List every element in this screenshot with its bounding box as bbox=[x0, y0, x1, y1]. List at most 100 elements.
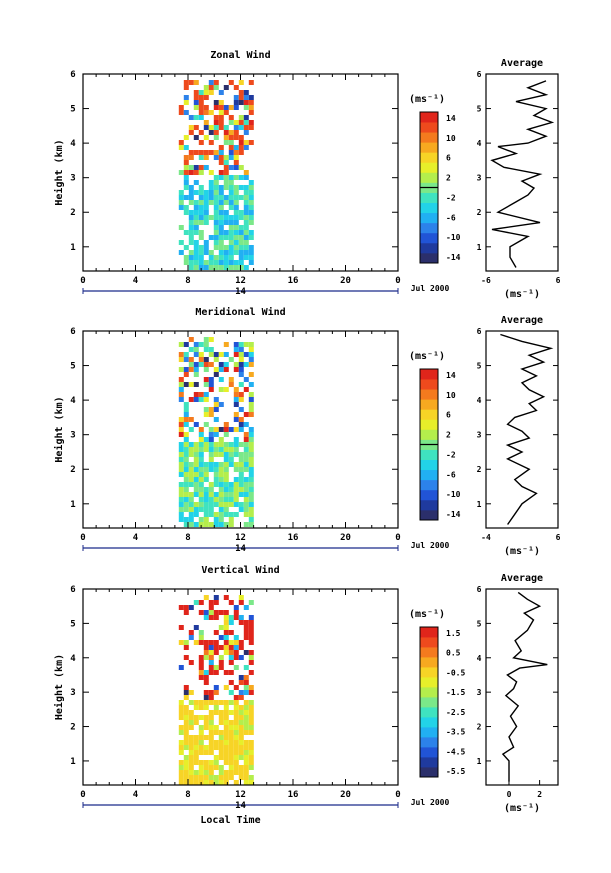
heatmap-cell bbox=[203, 512, 209, 517]
heatmap-cell bbox=[178, 250, 184, 255]
heatmap-cell bbox=[238, 422, 244, 427]
heatmap-cell bbox=[193, 210, 199, 215]
heatmap-cell bbox=[238, 225, 244, 230]
heatmap-cell bbox=[178, 447, 184, 452]
heatmap-cell bbox=[208, 452, 214, 457]
heatmap-cell bbox=[248, 195, 254, 200]
heatmap-cell bbox=[193, 220, 199, 225]
heatmap-cell bbox=[228, 190, 234, 195]
heatmap-cell bbox=[213, 260, 219, 265]
heatmap-cell bbox=[218, 507, 224, 512]
heatmap-cell bbox=[213, 210, 219, 215]
colorbar-swatch bbox=[420, 727, 438, 738]
heatmap-cell bbox=[248, 437, 254, 442]
y-tick-label: 3 bbox=[70, 174, 75, 184]
y-tick-label: 5 bbox=[70, 619, 75, 629]
heatmap-cell bbox=[193, 150, 199, 155]
heatmap-cell bbox=[248, 205, 254, 210]
heatmap-cell bbox=[178, 665, 184, 670]
heatmap-cell bbox=[228, 497, 234, 502]
heatmap-cell bbox=[213, 442, 219, 447]
heatmap-cell bbox=[213, 235, 219, 240]
heatmap-cell bbox=[198, 522, 204, 527]
heatmap-cell bbox=[183, 417, 189, 422]
heatmap-cell bbox=[238, 255, 244, 260]
heatmap-cell bbox=[183, 412, 189, 417]
heatmap-cell bbox=[243, 352, 249, 357]
heatmap-cell bbox=[178, 497, 184, 502]
heatmap-cell bbox=[238, 462, 244, 467]
heatmap-cell bbox=[233, 150, 239, 155]
heatmap-cell bbox=[218, 155, 224, 160]
heatmap-cell bbox=[203, 690, 209, 695]
heatmap-cell bbox=[213, 452, 219, 457]
heatmap-cell bbox=[213, 190, 219, 195]
heatmap-cell bbox=[183, 705, 189, 710]
heatmap-cell bbox=[238, 467, 244, 472]
heatmap-cell bbox=[243, 115, 249, 120]
heatmap-cell bbox=[238, 392, 244, 397]
heatmap-cell bbox=[228, 720, 234, 725]
colorbar-swatch bbox=[420, 757, 438, 768]
heatmap-cell bbox=[208, 492, 214, 497]
heatmap-cell bbox=[188, 337, 194, 342]
heatmap-cell bbox=[193, 347, 199, 352]
heatmap-cell bbox=[228, 105, 234, 110]
heatmap-cell bbox=[223, 342, 229, 347]
heatmap-cell bbox=[198, 670, 204, 675]
heatmap-cell bbox=[218, 512, 224, 517]
heatmap-cell bbox=[243, 675, 249, 680]
heatmap-cell bbox=[193, 200, 199, 205]
heatmap-cell bbox=[213, 175, 219, 180]
colorbar-swatch bbox=[420, 667, 438, 678]
heatmap-cell bbox=[238, 595, 244, 600]
heatmap-cell bbox=[178, 715, 184, 720]
x-tick-label: 16 bbox=[288, 533, 299, 543]
colorbar-swatch bbox=[420, 112, 438, 123]
x-axis-label: Local Time bbox=[200, 814, 260, 826]
heatmap-cell bbox=[188, 115, 194, 120]
heatmap-cell bbox=[183, 85, 189, 90]
heatmap-cell bbox=[228, 690, 234, 695]
y-tick-label: 3 bbox=[70, 688, 75, 698]
y-tick-label: 2 bbox=[70, 208, 75, 218]
heatmap-cell bbox=[223, 195, 229, 200]
heatmap-cell bbox=[198, 610, 204, 615]
heatmap-cell bbox=[208, 447, 214, 452]
heatmap-cell bbox=[238, 165, 244, 170]
heatmap-cell bbox=[193, 265, 199, 270]
heatmap-cell bbox=[213, 130, 219, 135]
colorbar-swatch bbox=[420, 399, 438, 410]
heatmap-cell bbox=[238, 457, 244, 462]
colorbar-tick-label: 2 bbox=[446, 174, 451, 183]
average-y-tick-label: 3 bbox=[477, 174, 482, 183]
heatmap-cell bbox=[188, 517, 194, 522]
heatmap-cell bbox=[243, 265, 249, 270]
heatmap-cell bbox=[213, 120, 219, 125]
heatmap-cell bbox=[248, 362, 254, 367]
heatmap-cell bbox=[183, 165, 189, 170]
heatmap-cell bbox=[218, 387, 224, 392]
heatmap-cell bbox=[213, 690, 219, 695]
heatmap-cell bbox=[228, 740, 234, 745]
heatmap-cell bbox=[233, 650, 239, 655]
heatmap-cell bbox=[233, 195, 239, 200]
colorbar-tick-label: -3.5 bbox=[446, 728, 465, 737]
heatmap-cell bbox=[248, 635, 254, 640]
heatmap-cell bbox=[198, 630, 204, 635]
date-bar-day: 14 bbox=[235, 544, 246, 554]
heatmap-cell bbox=[223, 130, 229, 135]
heatmap-cell bbox=[228, 442, 234, 447]
heatmap-cell bbox=[223, 740, 229, 745]
heatmap-cell bbox=[223, 615, 229, 620]
heatmap-cell bbox=[223, 155, 229, 160]
heatmap-cell bbox=[228, 265, 234, 270]
heatmap-cell bbox=[198, 740, 204, 745]
heatmap-cell bbox=[248, 220, 254, 225]
heatmap-cell bbox=[243, 710, 249, 715]
average-y-tick-label: 1 bbox=[477, 757, 482, 766]
heatmap-cell bbox=[243, 502, 249, 507]
heatmap-cell bbox=[203, 437, 209, 442]
heatmap-cell bbox=[178, 760, 184, 765]
heatmap-cell bbox=[208, 462, 214, 467]
